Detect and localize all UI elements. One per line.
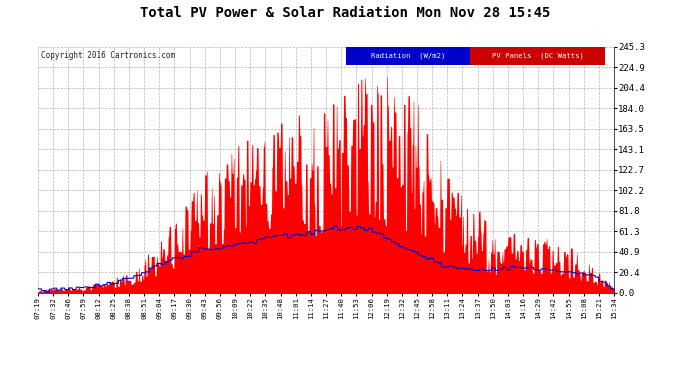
Bar bbox=[346, 47, 470, 65]
Bar bbox=[470, 47, 605, 65]
Text: Copyright 2016 Cartronics.com: Copyright 2016 Cartronics.com bbox=[41, 51, 175, 60]
Text: Radiation  (W/m2): Radiation (W/m2) bbox=[371, 53, 445, 59]
Text: PV Panels  (DC Watts): PV Panels (DC Watts) bbox=[492, 53, 584, 59]
Text: Total PV Power & Solar Radiation Mon Nov 28 15:45: Total PV Power & Solar Radiation Mon Nov… bbox=[140, 6, 550, 20]
